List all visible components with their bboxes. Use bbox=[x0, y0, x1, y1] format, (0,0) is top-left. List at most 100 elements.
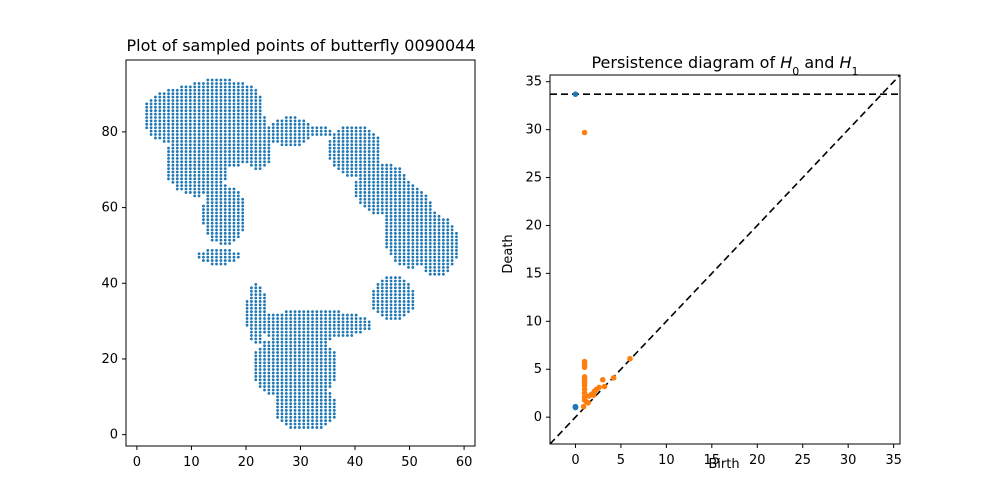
butterfly-point bbox=[420, 204, 423, 208]
butterfly-point bbox=[250, 105, 253, 109]
butterfly-point bbox=[202, 163, 205, 167]
butterfly-point bbox=[210, 129, 214, 133]
butterfly-point bbox=[319, 391, 323, 395]
butterfly-point bbox=[267, 357, 271, 361]
butterfly-point bbox=[184, 143, 188, 147]
butterfly-point bbox=[263, 378, 266, 382]
butterfly-point bbox=[385, 300, 389, 303]
butterfly-point bbox=[188, 184, 192, 188]
butterfly-point bbox=[446, 269, 450, 273]
butterfly-point bbox=[350, 160, 354, 164]
butterfly-point bbox=[433, 231, 437, 235]
butterfly-point bbox=[245, 92, 249, 96]
butterfly-point bbox=[345, 153, 349, 157]
butterfly-point bbox=[280, 415, 284, 419]
butterfly-point bbox=[175, 167, 179, 171]
butterfly-point bbox=[184, 191, 188, 194]
butterfly-point bbox=[324, 317, 327, 320]
butterfly-point bbox=[415, 211, 419, 215]
butterfly-point bbox=[428, 208, 432, 211]
butterfly-point bbox=[276, 122, 279, 126]
butterfly-point bbox=[315, 395, 319, 399]
butterfly-point bbox=[236, 122, 240, 126]
butterfly-point bbox=[311, 385, 314, 388]
butterfly-point bbox=[267, 340, 271, 344]
butterfly-point bbox=[367, 323, 371, 327]
butterfly-point bbox=[219, 112, 223, 116]
butterfly-point bbox=[171, 136, 175, 140]
butterfly-point bbox=[158, 133, 162, 136]
butterfly-point bbox=[437, 252, 441, 256]
butterfly-point bbox=[284, 310, 288, 314]
butterfly-point bbox=[254, 334, 258, 337]
butterfly-point bbox=[193, 119, 197, 123]
butterfly-point bbox=[363, 129, 367, 133]
butterfly-point bbox=[324, 337, 327, 341]
butterfly-point bbox=[293, 330, 297, 334]
butterfly-point bbox=[219, 235, 223, 239]
butterfly-point bbox=[154, 105, 157, 109]
butterfly-point bbox=[167, 174, 170, 177]
butterfly-point bbox=[188, 187, 192, 191]
butterfly-point bbox=[188, 153, 192, 157]
butterfly-point bbox=[385, 214, 389, 218]
butterfly-point bbox=[280, 139, 284, 143]
butterfly-point bbox=[223, 136, 227, 140]
butterfly-point bbox=[219, 150, 223, 153]
butterfly-point bbox=[363, 126, 367, 130]
butterfly-point bbox=[219, 218, 223, 222]
butterfly-point bbox=[180, 133, 184, 136]
butterfly-point bbox=[223, 238, 227, 242]
butterfly-point bbox=[324, 330, 327, 334]
left-y-tick-label: 80 bbox=[101, 125, 118, 140]
butterfly-point bbox=[263, 136, 266, 140]
butterfly-point bbox=[284, 405, 288, 409]
butterfly-point bbox=[188, 99, 192, 102]
butterfly-point bbox=[197, 194, 201, 198]
butterfly-point bbox=[228, 112, 232, 116]
butterfly-point bbox=[223, 235, 227, 239]
butterfly-point bbox=[258, 109, 262, 113]
butterfly-point bbox=[393, 238, 397, 242]
butterfly-point bbox=[254, 146, 258, 150]
butterfly-point bbox=[407, 201, 410, 205]
butterfly-point bbox=[354, 133, 358, 136]
butterfly-point bbox=[337, 129, 341, 133]
butterfly-point bbox=[210, 208, 214, 211]
butterfly-point bbox=[241, 214, 245, 218]
butterfly-point bbox=[263, 133, 266, 136]
butterfly-point bbox=[280, 357, 284, 361]
butterfly-point bbox=[193, 139, 197, 143]
butterfly-point bbox=[210, 95, 214, 99]
butterfly-point bbox=[245, 150, 249, 153]
butterfly-point bbox=[250, 150, 253, 153]
butterfly-point bbox=[171, 133, 175, 136]
butterfly-point bbox=[407, 208, 410, 211]
butterfly-point bbox=[219, 170, 223, 174]
butterfly-point bbox=[302, 409, 306, 412]
butterfly-point bbox=[206, 146, 210, 150]
butterfly-point bbox=[202, 109, 205, 113]
butterfly-point bbox=[289, 126, 293, 130]
butterfly-point bbox=[350, 136, 354, 140]
left-x-tick-label: 30 bbox=[292, 455, 309, 470]
butterfly-point bbox=[284, 313, 288, 317]
butterfly-point bbox=[450, 228, 454, 232]
butterfly-point bbox=[241, 88, 245, 92]
persistence-point bbox=[627, 355, 633, 362]
butterfly-point bbox=[184, 102, 188, 106]
butterfly-point bbox=[298, 340, 301, 344]
butterfly-point bbox=[258, 129, 262, 133]
butterfly-point bbox=[180, 112, 184, 116]
butterfly-point bbox=[158, 112, 162, 116]
left-chart-title: Plot of sampled points of butterfly 0090… bbox=[126, 36, 475, 55]
butterfly-point bbox=[236, 82, 240, 85]
butterfly-point bbox=[184, 180, 188, 184]
butterfly-point bbox=[298, 122, 301, 126]
butterfly-point bbox=[171, 99, 175, 102]
butterfly-point bbox=[298, 391, 301, 395]
butterfly-point bbox=[441, 218, 445, 222]
butterfly-point bbox=[363, 327, 367, 331]
butterfly-point bbox=[232, 102, 236, 106]
butterfly-point bbox=[223, 160, 227, 164]
